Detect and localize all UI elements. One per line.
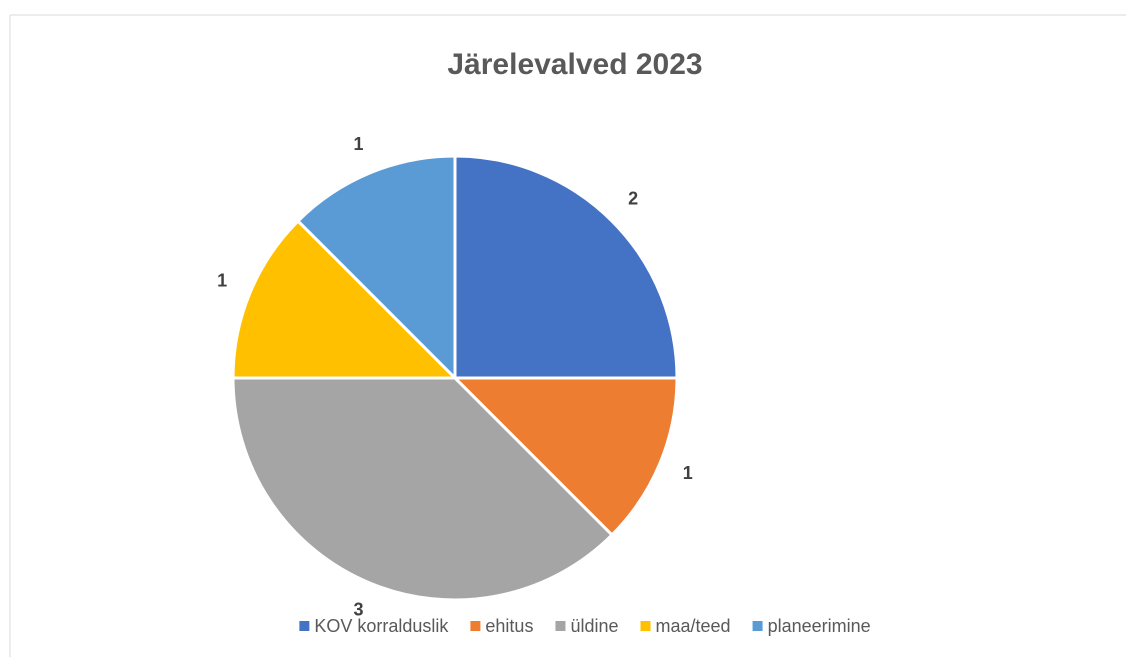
pie-slice [295,154,457,382]
legend-label: planeerimine [768,616,871,636]
legend-label: maa/teed [656,616,731,636]
legend-marker [640,621,651,631]
data-label: 3 [354,600,364,620]
legend-label: üldine [570,616,618,636]
legend-marker [752,621,763,631]
data-label: 1 [217,270,227,290]
legend-marker [555,621,566,631]
legend-label: KOV korralduslik [314,616,449,636]
legend-marker [470,621,481,631]
pie-slice [231,376,615,602]
data-label: 1 [354,134,364,154]
data-label: 2 [628,189,638,209]
pie-slice [231,218,459,380]
data-label: 1 [683,463,693,483]
legend-label: ehitus [485,616,533,636]
pie-slice [451,376,679,538]
pie-slice [453,154,679,380]
chart-title: Järelevalved 2023 [447,48,702,81]
legend-marker [299,621,310,631]
